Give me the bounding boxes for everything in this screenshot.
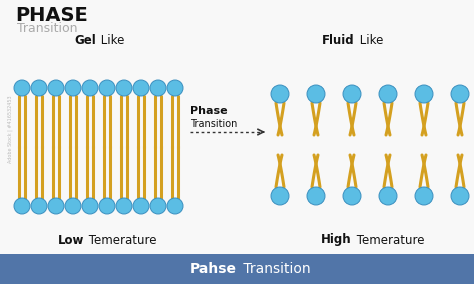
Circle shape	[451, 85, 469, 103]
Circle shape	[167, 80, 183, 96]
Circle shape	[14, 198, 30, 214]
Text: Transition: Transition	[190, 119, 237, 129]
Circle shape	[415, 187, 433, 205]
Text: Gel: Gel	[74, 34, 96, 47]
Circle shape	[48, 198, 64, 214]
Circle shape	[99, 80, 115, 96]
Text: Like: Like	[356, 34, 383, 47]
Circle shape	[343, 85, 361, 103]
Circle shape	[451, 187, 469, 205]
Circle shape	[133, 198, 149, 214]
Text: Temerature: Temerature	[353, 233, 425, 247]
Text: Transition: Transition	[239, 262, 310, 276]
Circle shape	[307, 85, 325, 103]
Circle shape	[379, 187, 397, 205]
Circle shape	[14, 80, 30, 96]
Circle shape	[99, 198, 115, 214]
Text: Temerature: Temerature	[85, 233, 156, 247]
Circle shape	[415, 85, 433, 103]
Circle shape	[116, 80, 132, 96]
Circle shape	[48, 80, 64, 96]
Text: Low: Low	[58, 233, 84, 247]
Circle shape	[271, 187, 289, 205]
Circle shape	[133, 80, 149, 96]
Circle shape	[31, 198, 47, 214]
Text: Pahse: Pahse	[190, 262, 237, 276]
Circle shape	[116, 198, 132, 214]
Text: Fluid: Fluid	[322, 34, 355, 47]
Circle shape	[31, 80, 47, 96]
Circle shape	[307, 187, 325, 205]
Circle shape	[150, 80, 166, 96]
Circle shape	[82, 198, 98, 214]
Circle shape	[82, 80, 98, 96]
Text: High: High	[321, 233, 352, 247]
FancyBboxPatch shape	[0, 254, 474, 284]
Text: PHASE: PHASE	[15, 6, 88, 25]
Text: Phase: Phase	[190, 106, 228, 116]
Circle shape	[271, 85, 289, 103]
Text: Like: Like	[97, 34, 124, 47]
Circle shape	[65, 198, 81, 214]
Circle shape	[167, 198, 183, 214]
Circle shape	[343, 187, 361, 205]
Circle shape	[150, 198, 166, 214]
Text: Adobe Stock | #416532453: Adobe Stock | #416532453	[7, 95, 13, 163]
Circle shape	[379, 85, 397, 103]
Text: Transition: Transition	[17, 22, 78, 35]
Circle shape	[65, 80, 81, 96]
